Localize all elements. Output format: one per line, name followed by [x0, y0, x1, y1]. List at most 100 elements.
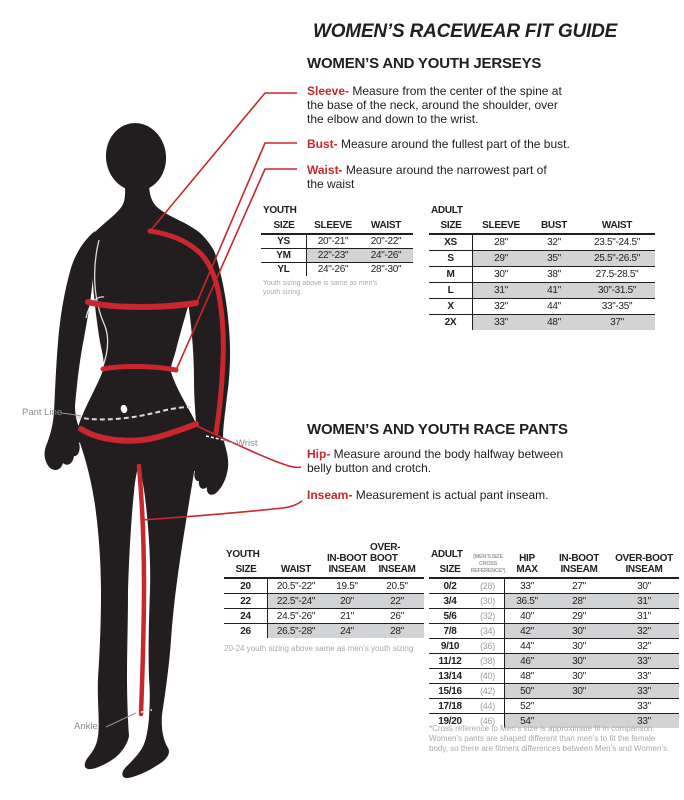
- column-header-line: OVER-BOOT: [615, 553, 673, 564]
- table-row: XS 28" 32" 23.5"-24.5": [429, 235, 655, 251]
- table-cell: 22.5"-24": [268, 594, 324, 608]
- table-cell: 22": [370, 594, 424, 608]
- definition-waist: Waist- Measure around the narrowest part…: [307, 163, 557, 191]
- table-cell: 30": [494, 269, 508, 280]
- table-cell: 54": [505, 714, 549, 728]
- column-header: OVER-BOOT INSEAM: [370, 542, 424, 577]
- waist-measurement-line: [100, 363, 179, 373]
- youth-pants-table: YOUTH SIZE WAIST IN-BOOT INSEAM OVER-BOOT INSE…: [224, 542, 424, 638]
- definition-hip: Hip- Measure around the body halfway bet…: [307, 447, 581, 475]
- table-cell: 29": [572, 610, 586, 622]
- column-header-line: SIZE: [235, 564, 257, 575]
- column-header-line: SIZE: [439, 564, 461, 575]
- table-cell: 30": [572, 670, 586, 682]
- table-cell: 0/2: [443, 580, 457, 592]
- table-cell: 33": [637, 670, 651, 682]
- column-header-line: SLEEVE: [482, 220, 520, 231]
- column-header-line: BUST: [540, 220, 568, 231]
- table-header-row: YOUTH SIZE WAIST IN-BOOT INSEAM OVER-BOOT INSE…: [224, 542, 424, 579]
- table-cell: 20"-22": [370, 236, 402, 247]
- table-cell: 33": [520, 580, 534, 592]
- table-cell: 44": [520, 640, 534, 652]
- table-cell: S: [429, 251, 473, 266]
- column-header: YOUTH SIZE: [224, 548, 268, 577]
- table-cell: (32): [471, 609, 505, 623]
- table-cell: 44": [547, 301, 561, 312]
- table-cell: 25.5"-26.5": [579, 251, 655, 266]
- inseam-callout-line: [140, 500, 303, 521]
- column-header-line: INSEAM: [328, 564, 366, 575]
- column-header-line: HIP: [519, 553, 535, 564]
- wrist-leader: [222, 439, 234, 444]
- table-cell: 7/8: [443, 625, 457, 637]
- table-cell: 31": [637, 610, 651, 622]
- table-cell: 21": [340, 610, 354, 622]
- hip-measurement-line: [78, 421, 199, 444]
- table-row: 13/14 (40) 48" 30" 33": [429, 669, 679, 684]
- table-cell: (30): [471, 594, 505, 608]
- waist-callout-line: [176, 168, 297, 369]
- table-cell: 30": [572, 640, 586, 652]
- table-row: 17/18 (44) 52" 33": [429, 699, 679, 714]
- column-header-line: SLEEVE: [314, 220, 352, 231]
- figure-belly-button: [120, 404, 128, 414]
- table-group-label: YOUTH: [226, 549, 260, 560]
- column-subheader: CROSS: [478, 561, 498, 567]
- table-cell: 40": [520, 610, 534, 622]
- table-cell: 20: [224, 579, 268, 593]
- column-header-line: INSEAM: [560, 564, 598, 575]
- definition-text: Measurement is actual pant inseam.: [352, 488, 549, 502]
- jerseys-section-heading: WOMEN’S AND YOUTH JERSEYS: [307, 55, 542, 72]
- table-cell: 9/10: [440, 640, 460, 652]
- table-cell: 20.5"-22": [276, 580, 316, 592]
- table-cell: X: [429, 299, 473, 314]
- column-header: ADULT SIZE: [429, 544, 471, 577]
- table-cell: 52": [520, 700, 534, 712]
- table-cell: (46): [471, 714, 505, 728]
- table-cell: 50": [505, 684, 549, 698]
- table-cell: 20.5": [386, 580, 408, 592]
- table-cell: 22: [224, 594, 268, 608]
- inseam-measurement-line: [136, 463, 147, 717]
- table-row: 3/4 (30) 36.5" 28" 31": [429, 594, 679, 609]
- table-cell: 3/4: [443, 595, 457, 607]
- table-cell: 30": [549, 654, 609, 668]
- table-cell: (28): [471, 579, 505, 593]
- table-row: 24 24.5"-26" 21" 26": [224, 609, 424, 624]
- column-header: WAIST: [268, 548, 324, 577]
- table-cell: 28": [494, 237, 508, 248]
- definition-term: Sleeve-: [307, 84, 350, 98]
- column-header-line: MAX: [516, 564, 538, 575]
- table-cell: 32": [547, 237, 561, 248]
- table-cell: 17/18: [438, 700, 462, 712]
- definition-term: Bust-: [307, 137, 338, 151]
- pants-section-heading: WOMEN’S AND YOUTH RACE PANTS: [307, 421, 568, 438]
- table-cell: (40): [471, 669, 505, 683]
- column-header: WAIST: [359, 206, 413, 233]
- table-cell: (34): [471, 624, 505, 638]
- table-cell: (44): [471, 699, 505, 713]
- table-group-label: ADULT: [431, 549, 463, 560]
- table-cell: 33": [473, 315, 529, 330]
- table-cell: 30"-31.5": [579, 283, 655, 298]
- definition-text: Measure around the fullest part of the b…: [337, 137, 570, 151]
- table-cell: 29": [473, 251, 529, 266]
- table-cell: YS: [261, 235, 307, 248]
- column-header-line: WAIST: [601, 220, 633, 231]
- table-cell: 24": [324, 624, 370, 638]
- figure-contour-highlight: [93, 239, 109, 370]
- table-cell: 2X: [429, 315, 473, 330]
- table-cell: 37": [579, 315, 655, 330]
- column-header-line: INSEAM: [625, 564, 663, 575]
- table-cell: 13/14: [438, 670, 462, 682]
- wrist-marker-dash: [205, 435, 229, 442]
- figure-torso-legs: [77, 181, 212, 778]
- ankle-label: Ankle: [74, 721, 98, 732]
- youth-jerseys-note: Youth sizing above is same as men’s yout…: [263, 280, 378, 296]
- table-cell: 22"-23": [307, 249, 359, 262]
- figure-head: [105, 123, 167, 191]
- column-subheader: (MEN’S SIZE: [473, 554, 503, 560]
- table-header-row: ADULT SIZE (MEN’S SIZE CROSS REFERENCE*) HIP M…: [429, 544, 679, 579]
